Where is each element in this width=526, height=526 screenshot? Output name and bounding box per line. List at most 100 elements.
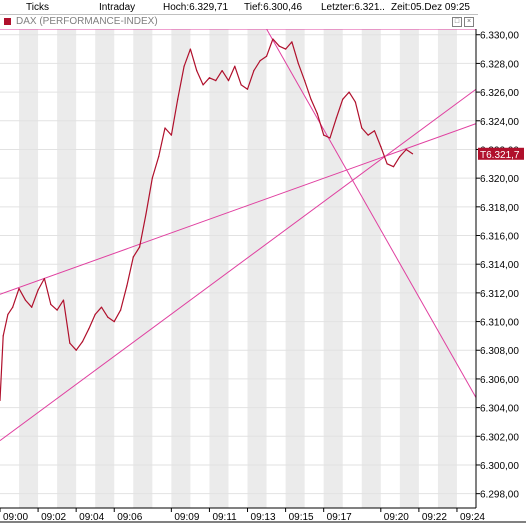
- price-point: [227, 80, 230, 82]
- grid-band: [209, 29, 229, 508]
- window-title: DAX (PERFORMANCE-INDEX): [16, 16, 158, 27]
- y-tick-label: 6.302,00: [480, 432, 519, 443]
- close-icon[interactable]: ×: [464, 17, 474, 27]
- y-tick-label: 6.300,00: [480, 461, 519, 472]
- maximize-icon[interactable]: □: [452, 17, 462, 27]
- trendlines: [0, 28, 477, 441]
- grid-band: [437, 29, 457, 508]
- x-tick-label: 09:06: [117, 512, 142, 523]
- price-point: [208, 77, 211, 79]
- price-point: [265, 55, 268, 57]
- low-value: Tief:6.300,46: [244, 2, 303, 13]
- grid-band: [285, 29, 305, 508]
- price-point: [88, 328, 90, 330]
- trendline: [0, 123, 477, 295]
- y-gridlines: [0, 34, 476, 495]
- price-point: [234, 65, 236, 67]
- price-point: [361, 127, 363, 129]
- price-point: [107, 316, 109, 318]
- price-point: [316, 113, 318, 115]
- trendline: [266, 28, 477, 398]
- time-value: Zeit:05.Dez 09:25: [391, 2, 470, 13]
- price-point: [278, 45, 280, 47]
- price-point: [329, 137, 331, 139]
- price-point: [2, 335, 4, 337]
- price-point: [405, 148, 407, 151]
- series-color-icon: [4, 18, 11, 25]
- price-point: [94, 313, 96, 315]
- price-point: [119, 309, 122, 311]
- high-value: Hoch:6.329,71: [163, 2, 229, 13]
- toolbar: Ticks Intraday Hoch:6.329,71 Tief:6.300,…: [0, 0, 526, 14]
- price-point: [392, 166, 395, 168]
- ticks-button[interactable]: Ticks: [26, 2, 49, 13]
- window-titlebar: DAX (PERFORMANCE-INDEX) □ ×: [0, 14, 478, 29]
- price-point: [0, 399, 1, 402]
- price-point: [367, 134, 369, 136]
- price-point: [348, 91, 350, 93]
- price-point: [132, 256, 134, 258]
- y-axis: 6.330,006.328,006.326,006.324,006.322,00…: [475, 14, 526, 512]
- x-tick-label: 09:04: [79, 512, 104, 523]
- y-tick-label: 6.328,00: [480, 59, 519, 70]
- last-price-box: [478, 147, 524, 160]
- price-point: [215, 80, 217, 82]
- price-point: [12, 306, 14, 308]
- price-point: [75, 349, 77, 351]
- y-tick-label: 6.306,00: [480, 375, 519, 386]
- price-point: [170, 134, 172, 136]
- y-tick-label: 6.298,00: [480, 490, 519, 501]
- x-tick-label: 09:22: [422, 512, 447, 523]
- x-tick-label: 09:00: [3, 512, 28, 523]
- y-tick-label: 6.314,00: [480, 260, 519, 271]
- y-tick-label: 6.330,00: [480, 31, 519, 42]
- price-point: [411, 153, 414, 155]
- price-point: [81, 341, 84, 343]
- price-point: [285, 48, 287, 50]
- x-axis: 09:00 09:02 09:04 09:06 09:09 09:11 09:13 09:15…: [0, 507, 526, 526]
- price-point: [354, 101, 357, 103]
- price-point: [310, 98, 312, 100]
- y-tick-label: 6.308,00: [480, 346, 519, 357]
- y-axis-background: [476, 14, 526, 512]
- price-point: [69, 342, 71, 344]
- last-price-label: T6.321,7: [480, 150, 520, 161]
- price-point: [145, 213, 147, 215]
- price-point: [24, 299, 26, 301]
- grid-band: [95, 29, 115, 508]
- price-point: [272, 38, 274, 40]
- x-tick-label: 09:11: [212, 512, 237, 523]
- intraday-button[interactable]: Intraday: [99, 2, 136, 13]
- price-point: [126, 285, 128, 287]
- price-point: [373, 130, 376, 132]
- price-point: [7, 313, 9, 315]
- price-point: [253, 69, 255, 72]
- grid-band: [171, 29, 191, 508]
- price-point: [380, 145, 382, 148]
- y-tick-label: 6.324,00: [480, 117, 519, 128]
- price-point: [183, 65, 185, 67]
- price-point: [189, 48, 191, 50]
- price-point: [50, 303, 52, 305]
- y-tick-label: 6.318,00: [480, 203, 519, 214]
- y-tick-label: 6.310,00: [480, 318, 519, 329]
- x-tick-label: 09:09: [174, 512, 199, 523]
- y-tick-label: 6.320,00: [480, 174, 519, 185]
- price-point: [56, 309, 58, 311]
- grid-band: [133, 29, 153, 508]
- y-tick-label: 6.316,00: [480, 232, 519, 243]
- price-point: [386, 163, 388, 165]
- price-point: [202, 84, 204, 86]
- grid-band: [323, 29, 343, 508]
- x-tick-label: 09:24: [460, 512, 485, 523]
- x-tick-label: 09:13: [251, 512, 276, 523]
- price-point: [297, 62, 299, 65]
- grid-band: [361, 29, 381, 508]
- price-point: [177, 98, 179, 100]
- price-point: [151, 177, 153, 179]
- price-point: [291, 41, 293, 43]
- x-tick-label: 09:17: [327, 512, 352, 523]
- price-point: [246, 88, 249, 90]
- y-tick-label: 6.304,00: [480, 404, 519, 415]
